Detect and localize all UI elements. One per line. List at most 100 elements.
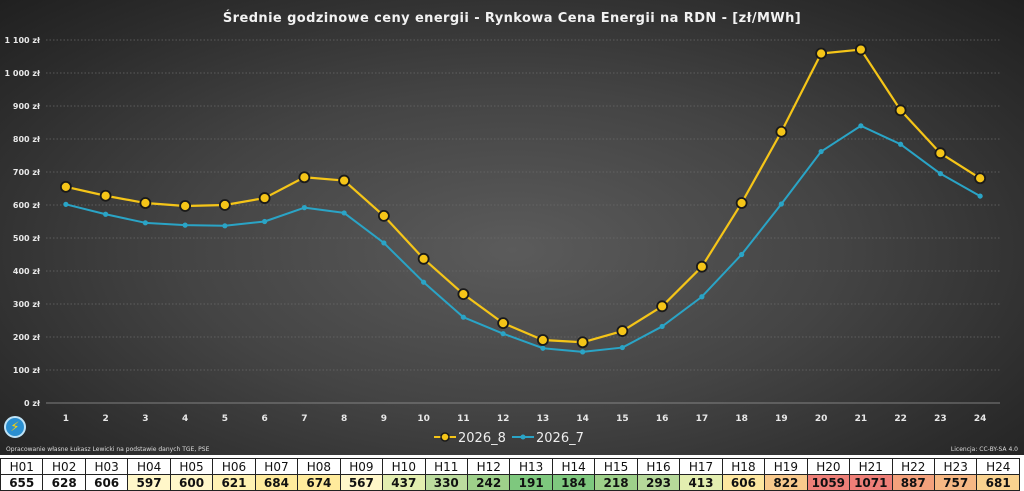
data-point bbox=[59, 180, 72, 193]
x-tick-label: 16 bbox=[656, 414, 669, 424]
price-cell: 184 bbox=[551, 474, 596, 491]
data-point bbox=[99, 189, 112, 202]
y-axis-ticks: 0 zł 100 zł 200 zł 300 zł 400 zł 500 zł 600 zł… bbox=[5, 36, 42, 408]
data-point bbox=[699, 294, 705, 300]
hour-cell: H19 bbox=[764, 458, 808, 475]
hour-cell: H24 bbox=[976, 458, 1020, 475]
data-point bbox=[695, 260, 708, 273]
data-point bbox=[536, 334, 549, 346]
source-note: Opracowanie własne Łukasz Lewicki na pod… bbox=[6, 446, 210, 453]
data-point bbox=[576, 336, 589, 349]
data-point bbox=[338, 174, 351, 187]
y-tick-label: 0 zł bbox=[24, 399, 41, 408]
price-cell: 681 bbox=[976, 474, 1020, 491]
y-tick-label: 600 zł bbox=[13, 201, 41, 210]
data-point bbox=[258, 192, 271, 204]
price-cell: 606 bbox=[84, 474, 129, 491]
y-tick-label: 500 zł bbox=[13, 234, 41, 243]
data-point bbox=[775, 125, 788, 138]
legend-item: 2026_8 bbox=[434, 431, 506, 446]
x-tick-label: 15 bbox=[616, 414, 629, 424]
data-point bbox=[656, 300, 669, 313]
data-point bbox=[894, 104, 907, 117]
x-tick-label: 20 bbox=[815, 414, 828, 424]
data-point bbox=[417, 252, 430, 265]
data-point bbox=[815, 47, 828, 60]
data-point bbox=[619, 344, 625, 351]
price-cell: 293 bbox=[636, 474, 681, 491]
data-point bbox=[778, 201, 784, 207]
y-tick-label: 1 100 zł bbox=[5, 36, 41, 45]
hourly-price-table: H01 H02 H03 H04 H05 H06 H07 H08 H09 H10 H11 H12 H13 H… bbox=[0, 458, 1020, 491]
gridlines bbox=[46, 39, 1000, 404]
legend-label: 2026_7 bbox=[536, 431, 584, 446]
data-point bbox=[139, 197, 152, 209]
y-tick-label: 400 zł bbox=[13, 267, 41, 276]
lightning-bolt-icon: ⚡ bbox=[4, 416, 26, 438]
hour-cell: H07 bbox=[254, 458, 299, 475]
data-point bbox=[421, 279, 427, 285]
price-cell: 628 bbox=[42, 474, 86, 491]
series-line bbox=[65, 48, 981, 344]
data-point bbox=[898, 141, 904, 147]
data-point bbox=[301, 205, 307, 211]
data-point bbox=[381, 240, 387, 246]
data-point bbox=[937, 171, 943, 177]
line-chart: Średnie godzinowe ceny energii - Rynkowa… bbox=[5, 10, 1019, 453]
data-point bbox=[735, 197, 748, 209]
data-point bbox=[616, 325, 629, 337]
data-point bbox=[500, 331, 506, 337]
data-point bbox=[341, 210, 347, 216]
data-point bbox=[179, 200, 192, 212]
price-cell: 1059 bbox=[806, 474, 851, 491]
legend-item: 2026_7 bbox=[512, 431, 584, 446]
x-tick-label: 22 bbox=[894, 414, 907, 424]
data-point bbox=[182, 222, 188, 228]
data-point bbox=[222, 223, 228, 229]
y-tick-label: 900 zł bbox=[13, 102, 41, 111]
price-cell: 822 bbox=[764, 474, 808, 491]
data-point bbox=[457, 288, 470, 301]
hour-cell: H12 bbox=[466, 458, 511, 475]
data-point bbox=[377, 209, 390, 222]
x-tick-label: 23 bbox=[934, 414, 947, 424]
price-cell: 413 bbox=[679, 474, 723, 491]
data-point bbox=[63, 201, 69, 207]
price-cell: 757 bbox=[933, 474, 978, 491]
hour-cell: H17 bbox=[679, 458, 723, 475]
data-point bbox=[580, 349, 586, 355]
x-tick-label: 13 bbox=[537, 414, 550, 424]
hour-header-row: H01 H02 H03 H04 H05 H06 H07 H08 H09 H10 H11 H12 H13 H… bbox=[0, 458, 1020, 475]
data-point bbox=[262, 218, 268, 225]
x-tick-label: 3 bbox=[142, 414, 148, 424]
series-lines bbox=[59, 43, 987, 355]
price-cell: 1071 bbox=[849, 474, 893, 491]
price-cell: 887 bbox=[891, 474, 935, 491]
x-tick-label: 12 bbox=[497, 414, 510, 424]
price-value-row: 655 628 606 597 600 621 684 674 567 437 330 242 191 1… bbox=[0, 474, 1020, 491]
price-cell: 191 bbox=[509, 474, 553, 491]
y-tick-label: 800 zł bbox=[13, 135, 41, 144]
chart-panel: Średnie godzinowe ceny energii - Rynkowa… bbox=[0, 0, 1024, 455]
price-cell: 674 bbox=[297, 474, 341, 491]
hour-cell: H05 bbox=[169, 458, 214, 475]
hour-cell: H04 bbox=[127, 458, 171, 475]
legend-marker bbox=[520, 434, 526, 440]
y-tick-label: 1 000 zł bbox=[5, 69, 41, 78]
x-tick-label: 1 bbox=[63, 414, 69, 424]
series-2026_8 bbox=[59, 43, 987, 349]
hour-cell: H11 bbox=[424, 458, 468, 475]
data-point bbox=[298, 171, 311, 184]
price-cell: 600 bbox=[169, 474, 214, 491]
data-point bbox=[540, 345, 546, 351]
hour-cell: H01 bbox=[0, 458, 44, 475]
legend: 2026_8 2026_7 bbox=[434, 431, 584, 446]
x-tick-label: 2 bbox=[102, 414, 108, 424]
x-tick-label: 14 bbox=[576, 414, 589, 424]
hour-cell: H06 bbox=[212, 458, 256, 475]
data-point bbox=[974, 172, 987, 185]
x-tick-label: 5 bbox=[222, 414, 228, 424]
data-point bbox=[659, 323, 665, 330]
hour-cell: H23 bbox=[933, 458, 978, 475]
data-point bbox=[142, 220, 148, 226]
